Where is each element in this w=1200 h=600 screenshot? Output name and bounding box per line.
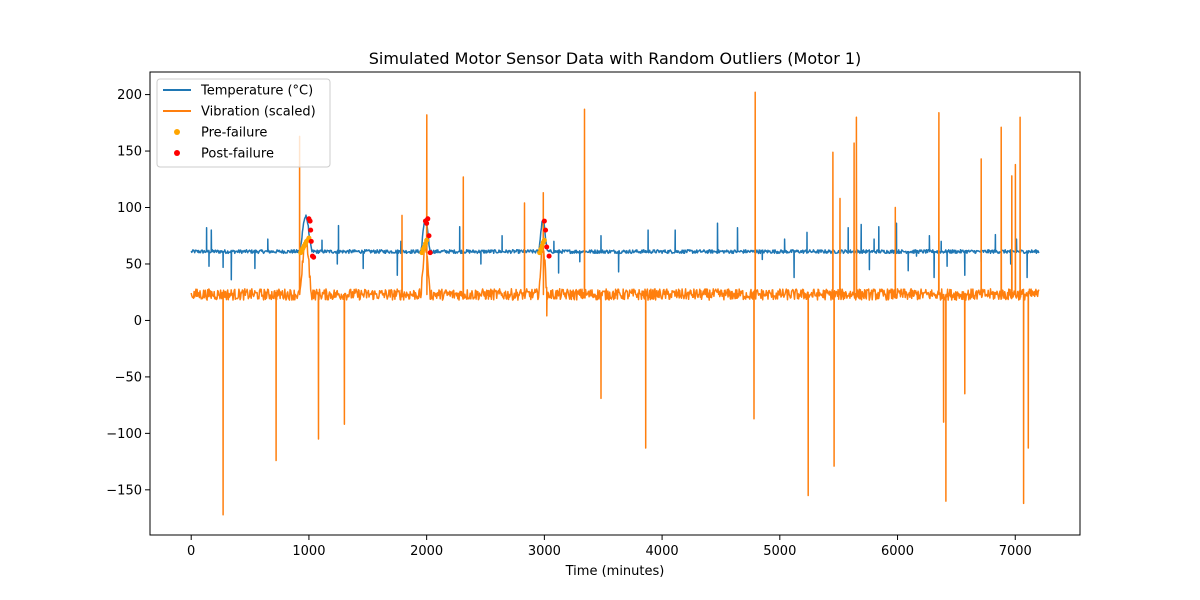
scatter-point-3-9 [426,233,432,239]
x-tick-label-1: 1000 [292,544,325,559]
scatter-point-3-11 [541,218,547,224]
scatter-point-3-5 [311,254,317,260]
legend-label-1: Vibration (scaled) [201,105,316,120]
y-axis-ticks: −150 −100 −50 0 50 100 150 200 [106,88,150,498]
plot-frame [149,71,1081,536]
x-tick-label-0: 0 [187,544,195,559]
scatter-point-3-14 [546,253,552,259]
legend-swatch-2 [174,129,180,135]
y-tick-label-1: −100 [106,427,142,442]
x-tick-label-2: 2000 [410,544,443,559]
y-tick-label-6: 150 [117,145,142,160]
scatter-point-3-7 [424,220,430,226]
scatter-point-2-17 [541,237,547,243]
scatter-point-3-1 [307,218,313,224]
scatter-point-2-12 [424,237,430,243]
legend-swatch-3 [174,150,180,156]
scatter-point-3-10 [427,250,433,256]
scatter-point-3-12 [543,227,549,233]
scatter-point-3-8 [425,216,431,222]
legend-label-0: Temperature (°C) [200,84,313,99]
plot-series [190,91,1040,516]
x-tick-label-3: 3000 [528,544,561,559]
y-tick-label-0: −150 [106,483,142,498]
x-tick-label-7: 7000 [999,544,1032,559]
legend-box [156,78,331,168]
scatter-point-3-2 [308,227,314,233]
x-axis-label: Time (minutes) [565,564,665,579]
y-tick-label-2: −50 [115,370,142,385]
series-line-1 [190,91,1040,516]
legend-label-3: Post-failure [201,147,274,162]
legend-label-2: Pre-failure [201,126,267,141]
x-axis-ticks: 0 1000 2000 3000 4000 5000 6000 7000 [187,535,1032,559]
x-tick-label-4: 4000 [646,544,679,559]
scatter-point-3-3 [308,238,314,244]
x-tick-label-5: 5000 [763,544,796,559]
x-tick-label-6: 6000 [881,544,914,559]
legend: Temperature (°C) Vibration (scaled) Pre-fa… [156,78,331,168]
y-tick-label-7: 200 [117,88,142,103]
y-tick-label-5: 100 [117,201,142,216]
y-tick-label-3: 0 [134,314,142,329]
y-tick-label-4: 50 [125,257,142,272]
chart-title: Simulated Motor Sensor Data with Random … [369,49,862,68]
scatter-point-3-13 [544,244,550,250]
series-line-0 [190,214,1040,281]
